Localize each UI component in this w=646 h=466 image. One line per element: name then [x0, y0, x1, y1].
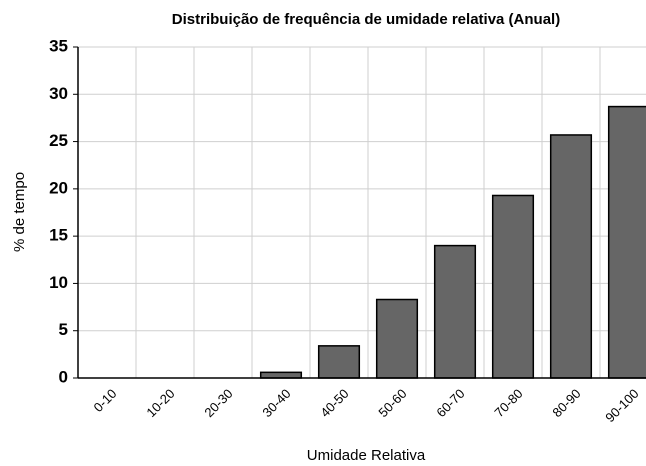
x-tick-label: 80-90	[549, 386, 583, 420]
x-tick-label: 20-30	[201, 386, 235, 420]
x-tick-label: 40-50	[317, 386, 351, 420]
x-tick-label: 90-100	[602, 386, 641, 425]
chart-title: Distribuição de frequência de umidade re…	[172, 11, 560, 28]
x-tick-label: 0-10	[91, 386, 120, 415]
bar	[607, 105, 646, 379]
x-tick-label: 30-40	[259, 386, 293, 420]
y-tick-label: 20	[49, 178, 68, 197]
bar	[549, 134, 593, 379]
y-tick-label: 25	[49, 131, 68, 150]
x-tick-label: 50-60	[375, 386, 409, 420]
x-axis-label: Umidade Relativa	[307, 447, 426, 464]
y-tick-label: 5	[59, 320, 68, 339]
x-tick-label: 60-70	[433, 386, 467, 420]
y-tick-label: 35	[49, 36, 68, 55]
bar	[317, 345, 361, 379]
y-axis-label: % de tempo	[11, 172, 28, 252]
bar	[433, 244, 477, 379]
x-tick-label: 70-80	[491, 386, 525, 420]
bar	[375, 298, 419, 379]
x-tick-label: 10-20	[143, 386, 177, 420]
y-tick-label: 30	[49, 84, 68, 103]
bar	[491, 194, 535, 379]
y-tick-label: 10	[49, 273, 68, 292]
y-tick-label: 15	[49, 226, 68, 245]
bar	[259, 371, 303, 379]
y-tick-label: 0	[59, 367, 68, 386]
